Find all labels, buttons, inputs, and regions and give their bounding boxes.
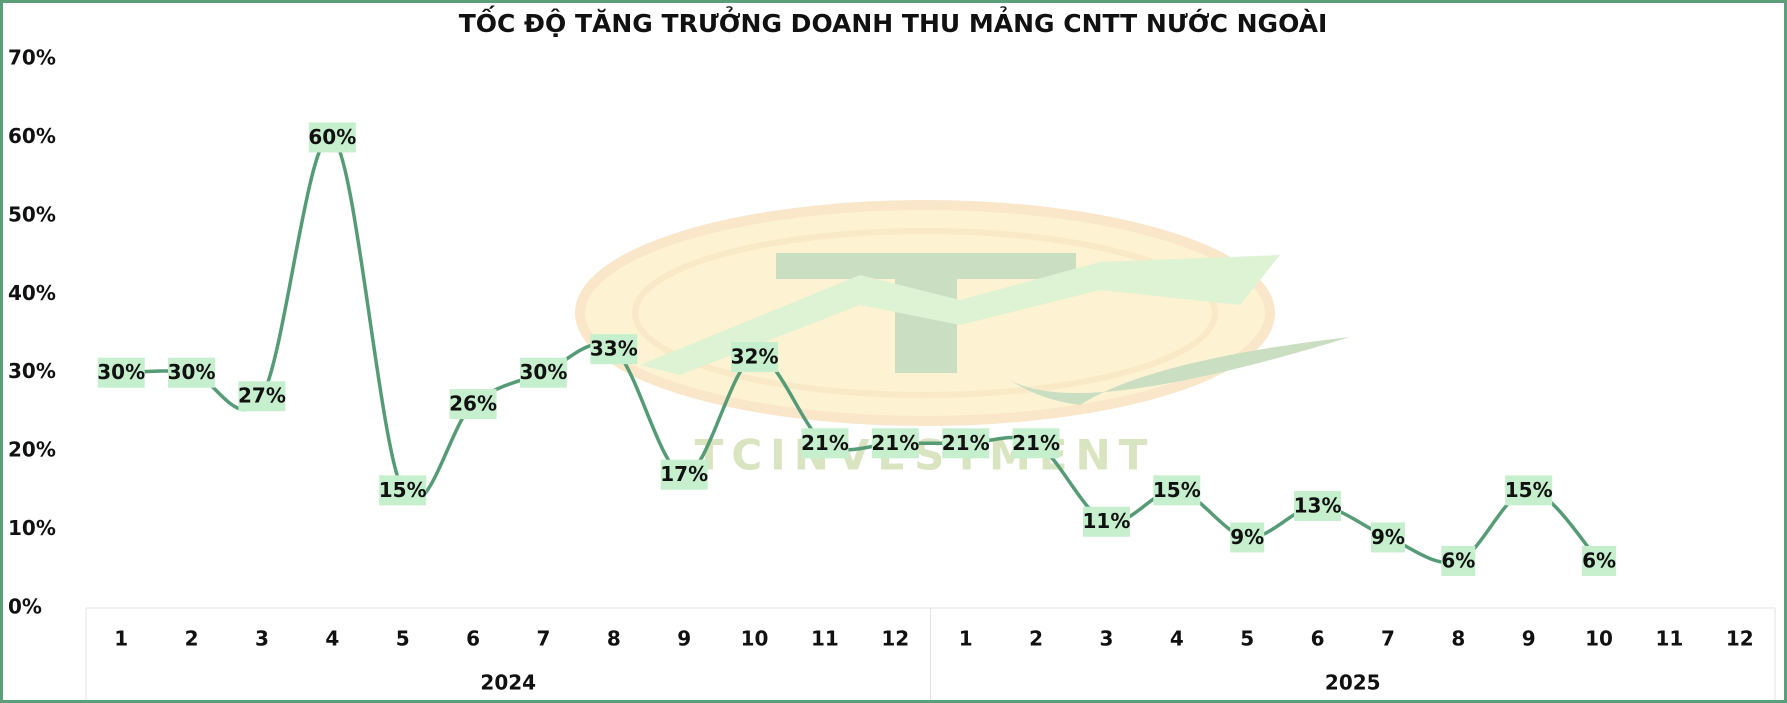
data-label-bg — [1294, 491, 1342, 522]
data-label: 30% — [168, 360, 216, 384]
x-tick-label: 5 — [396, 627, 410, 651]
data-label: 33% — [590, 337, 638, 361]
data-label-bg — [731, 342, 779, 373]
y-tick-label: 20% — [8, 438, 56, 462]
x-tick-label: 4 — [325, 627, 339, 651]
data-label-bg — [1012, 428, 1060, 459]
x-tick-label: 12 — [881, 627, 909, 651]
x-tick-label: 10 — [1585, 627, 1613, 651]
x-tick-label: 4 — [1170, 627, 1184, 651]
data-label-bg — [1505, 475, 1553, 506]
y-tick-label: 0% — [8, 595, 42, 619]
y-tick-label: 60% — [8, 124, 56, 148]
data-label: 21% — [801, 431, 849, 455]
y-tick-label: 40% — [8, 281, 56, 305]
data-label: 26% — [449, 392, 497, 416]
x-tick-label: 2 — [185, 627, 199, 651]
x-tick-label: 3 — [1099, 627, 1113, 651]
data-label: 32% — [731, 345, 779, 369]
x-tick-label: 7 — [1381, 627, 1395, 651]
data-label: 21% — [1012, 431, 1060, 455]
group-label: 2024 — [480, 671, 536, 695]
data-label: 15% — [379, 478, 427, 502]
data-label: 13% — [1294, 494, 1342, 518]
x-tick-label: 8 — [607, 627, 621, 651]
data-label-bg — [379, 475, 427, 506]
data-label-bg — [1441, 545, 1476, 576]
watermark-text: TCINVESTMENT — [695, 431, 1156, 480]
y-tick-label: 50% — [8, 202, 56, 226]
x-tick-label: 1 — [114, 627, 128, 651]
x-tick-label: 6 — [1311, 627, 1325, 651]
data-label-bg — [519, 357, 567, 388]
data-label-bg — [1153, 475, 1201, 506]
data-label: 15% — [1505, 478, 1553, 502]
data-label-bg — [168, 357, 216, 388]
x-tick-label: 5 — [1240, 627, 1254, 651]
data-label: 9% — [1230, 525, 1264, 549]
group-label: 2025 — [1325, 671, 1381, 695]
data-label: 6% — [1582, 548, 1616, 572]
x-tick-label: 10 — [741, 627, 769, 651]
x-tick-label: 3 — [255, 627, 269, 651]
x-tick-label: 1 — [959, 627, 973, 651]
data-label: 6% — [1441, 548, 1475, 572]
data-label-bg — [942, 428, 990, 459]
data-label-bg — [871, 428, 919, 459]
data-label: 27% — [238, 384, 286, 408]
data-label-bg — [308, 122, 356, 153]
x-tick-label: 11 — [811, 627, 839, 651]
x-tick-label: 6 — [466, 627, 480, 651]
x-tick-label: 7 — [536, 627, 550, 651]
y-tick-label: 70% — [8, 46, 56, 70]
data-label: 21% — [871, 431, 919, 455]
data-label: 11% — [1083, 509, 1131, 533]
data-label-bg — [1582, 545, 1617, 576]
data-label-bg — [801, 428, 849, 459]
x-tick-label: 12 — [1726, 627, 1754, 651]
data-label-bg — [660, 459, 708, 490]
y-tick-label: 10% — [8, 516, 56, 540]
data-label-bg — [238, 381, 286, 412]
data-label: 17% — [660, 462, 708, 486]
data-label: 21% — [942, 431, 990, 455]
data-label-bg — [449, 389, 497, 420]
x-tick-label: 11 — [1656, 627, 1684, 651]
x-tick-label: 2 — [1029, 627, 1043, 651]
data-label: 30% — [520, 360, 568, 384]
x-tick-label: 9 — [1522, 627, 1536, 651]
data-label: 9% — [1371, 525, 1405, 549]
x-tick-label: 8 — [1451, 627, 1465, 651]
y-tick-label: 30% — [8, 359, 56, 383]
data-label-bg — [590, 334, 638, 365]
data-label-bg — [1230, 522, 1265, 553]
data-label-bg — [1082, 506, 1130, 537]
data-label: 15% — [1153, 478, 1201, 502]
data-label-bg — [97, 357, 145, 388]
data-label: 30% — [97, 360, 145, 384]
data-label-bg — [1370, 522, 1405, 553]
chart-title: TỐC ĐỘ TĂNG TRƯỞNG DOANH THU MẢNG CNTT N… — [459, 5, 1328, 38]
x-tick-label: 9 — [677, 627, 691, 651]
data-label: 60% — [308, 125, 356, 149]
